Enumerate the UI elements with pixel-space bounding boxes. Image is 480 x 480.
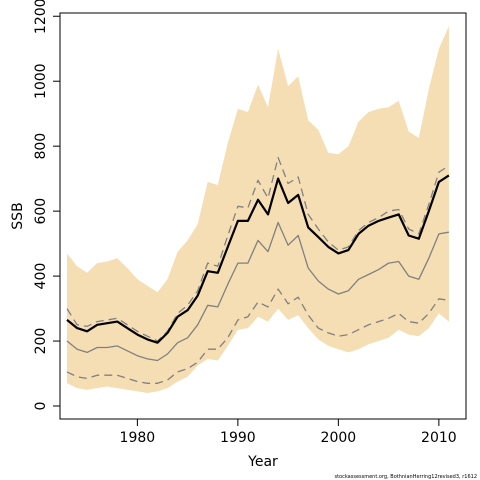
median-line bbox=[66, 221, 450, 362]
plot-area bbox=[66, 26, 450, 393]
lower-ci-line bbox=[66, 288, 450, 384]
y-axis: 0 200 400 600 800 1000 1200 bbox=[33, 0, 60, 410]
upper-ci-line bbox=[66, 156, 450, 342]
y-tick-label: 0 bbox=[33, 402, 49, 411]
x-tick-label: 2000 bbox=[321, 430, 357, 446]
ssb-estimate-line bbox=[66, 174, 450, 344]
y-tick-label: 800 bbox=[33, 133, 49, 160]
y-tick-label: 1200 bbox=[33, 0, 49, 34]
y-tick-label: 200 bbox=[33, 328, 49, 355]
x-tick-label: 2010 bbox=[421, 430, 457, 446]
y-tick-label: 600 bbox=[33, 198, 49, 225]
x-tick-label: 1980 bbox=[120, 430, 156, 446]
x-tick-label: 1990 bbox=[220, 430, 256, 446]
y-tick-label: 1000 bbox=[33, 63, 49, 99]
x-axis-label: Year bbox=[247, 454, 278, 470]
plot-frame bbox=[59, 12, 467, 420]
y-tick-label: 400 bbox=[33, 263, 49, 290]
footnote: stockassessment.org, BothnianHerring12re… bbox=[334, 474, 477, 480]
confidence-band bbox=[67, 26, 449, 393]
y-axis-label: SSB bbox=[10, 202, 26, 229]
x-axis: 1980 1990 2000 2010 bbox=[120, 419, 457, 446]
